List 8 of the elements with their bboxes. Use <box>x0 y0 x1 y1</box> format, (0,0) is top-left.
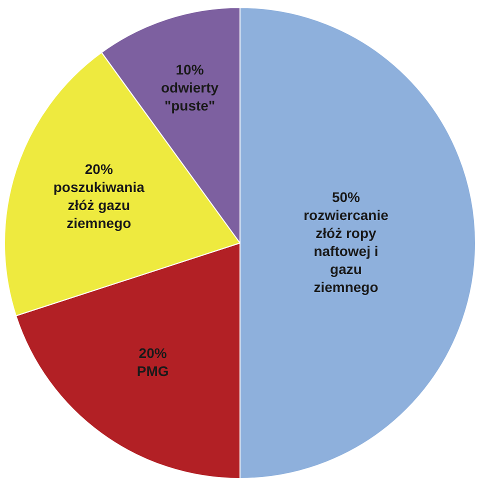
slice-label: rozwiercanie złóż ropy naftowej i gazu ziemnego <box>304 206 389 295</box>
slice-label: odwierty "puste" <box>160 79 219 114</box>
slice-label: poszukiwania złóż gazu ziemnego <box>53 179 145 232</box>
data-label: 20% <box>84 161 114 178</box>
slice-label: PMG <box>136 362 169 379</box>
data-label: 10% <box>176 61 204 78</box>
data-label: 20% <box>138 344 168 361</box>
data-label: 50% <box>332 188 361 205</box>
